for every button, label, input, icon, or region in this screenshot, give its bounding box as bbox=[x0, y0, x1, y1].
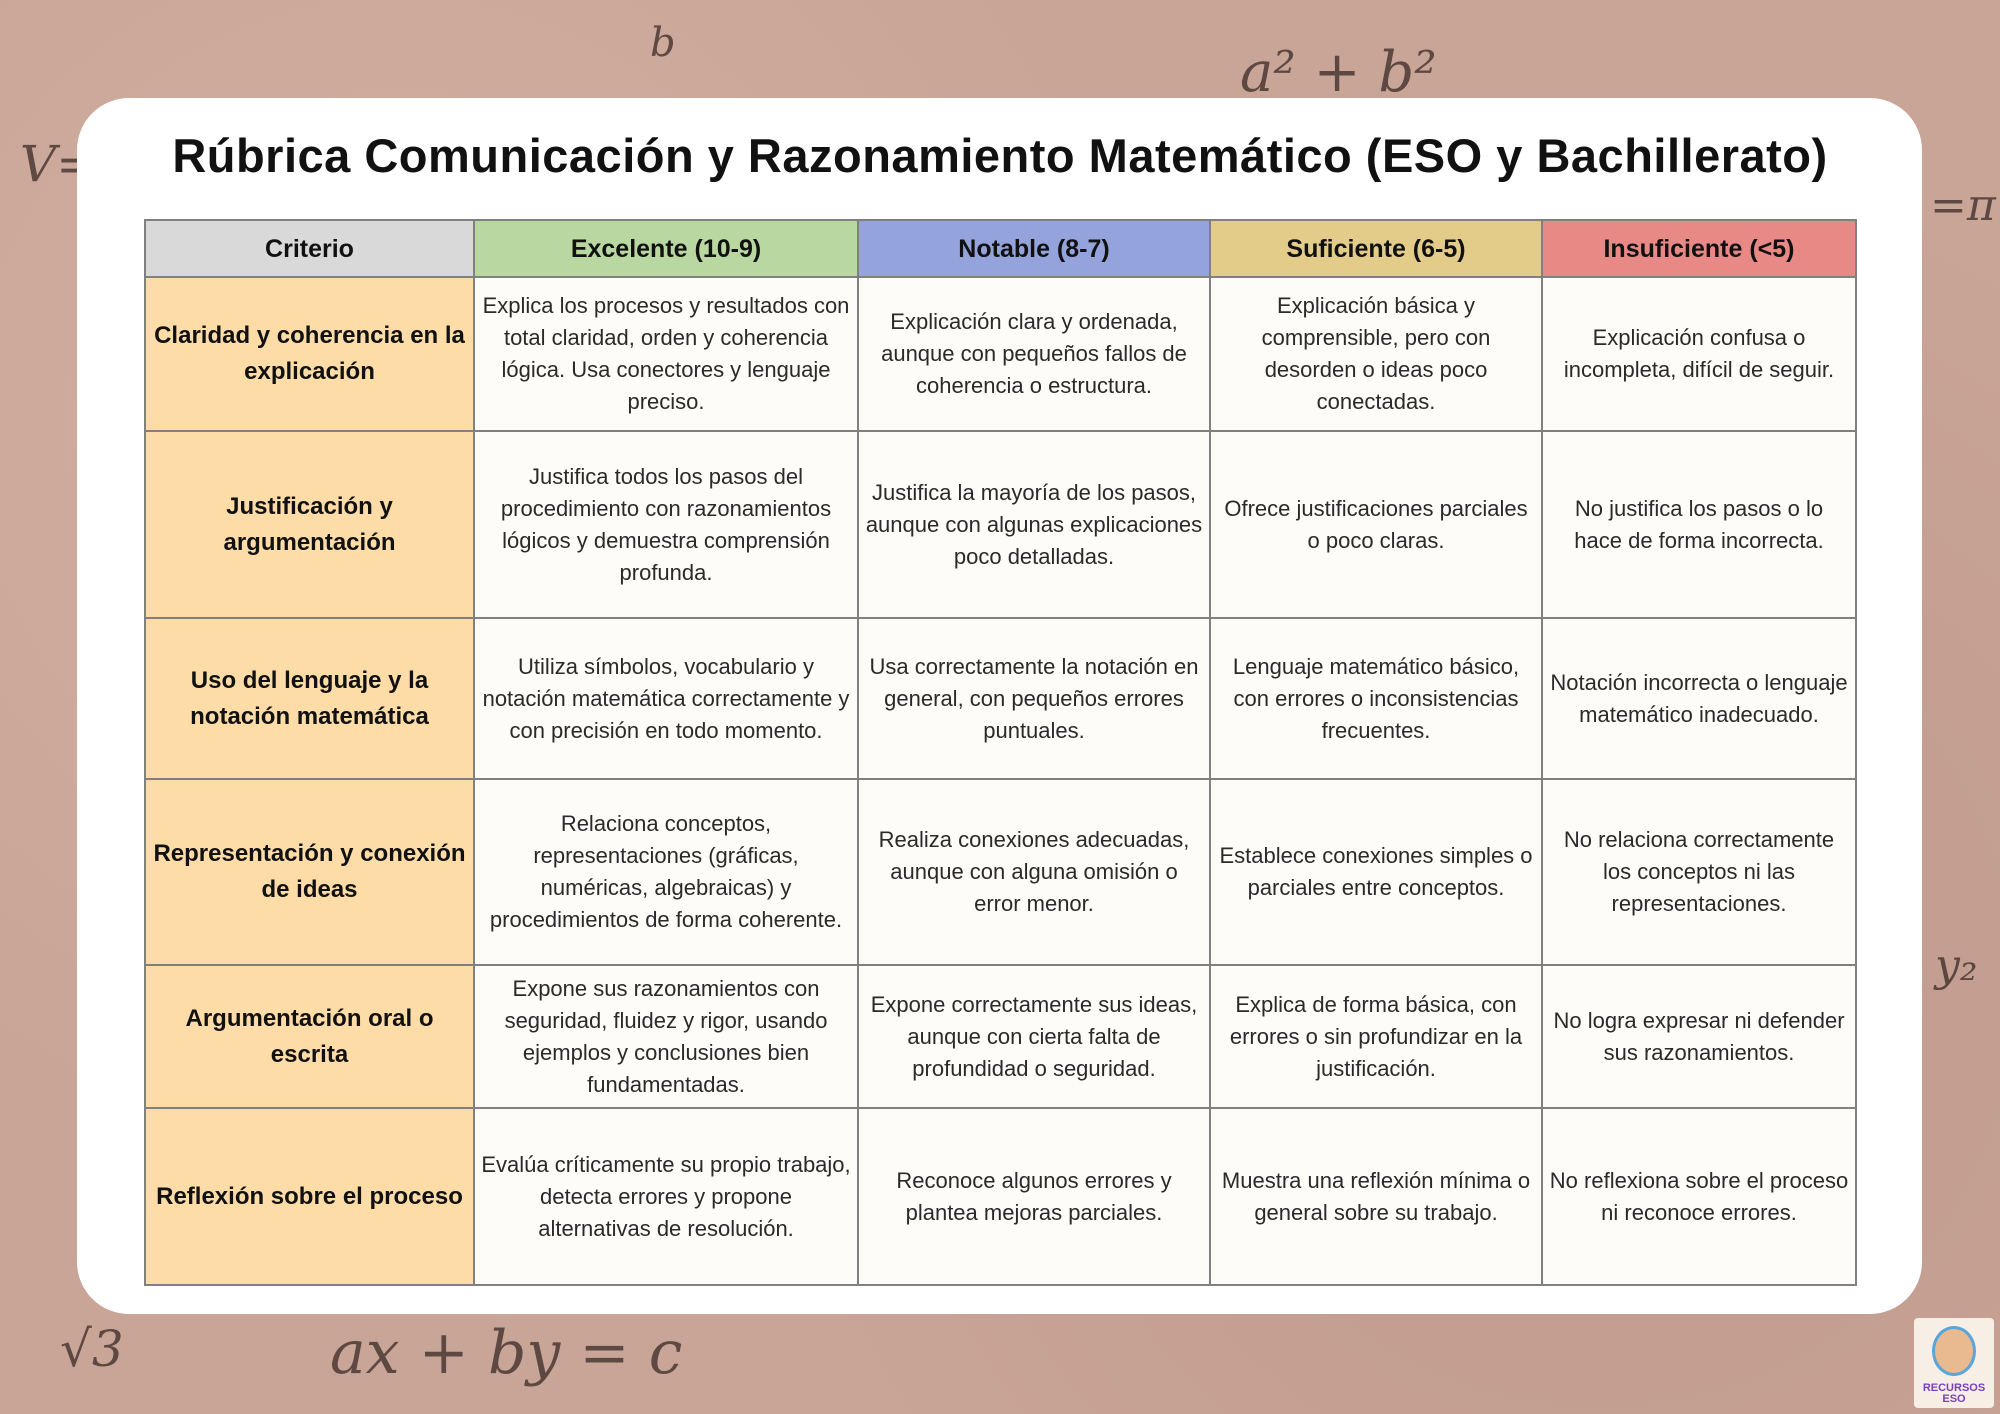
descriptor-cell: Justifica la mayoría de los pasos, aunqu… bbox=[857, 430, 1211, 619]
descriptor-cell: Expone correctamente sus ideas, aunque c… bbox=[857, 964, 1211, 1109]
table-row: Argumentación oral o escrita Expone sus r… bbox=[144, 964, 1857, 1109]
table-row: Representación y conexión de ideas Relaci… bbox=[144, 778, 1857, 966]
page-title: Rúbrica Comunicación y Razonamiento Mate… bbox=[172, 129, 1828, 182]
descriptor-cell: Utiliza símbolos, vocabulario y notación… bbox=[473, 617, 859, 780]
bg-formula: b bbox=[650, 20, 676, 66]
bg-formula: a² + b² bbox=[1240, 40, 1437, 105]
descriptor-cell: Explicación básica y comprensible, pero … bbox=[1209, 276, 1543, 432]
criterion-cell: Representación y conexión de ideas bbox=[144, 778, 475, 966]
descriptor-cell: Notación incorrecta o lenguaje matemátic… bbox=[1541, 617, 1857, 780]
header-suficiente: Suficiente (6-5) bbox=[1209, 219, 1543, 278]
table-row: Claridad y coherencia en la explicación E… bbox=[144, 276, 1857, 432]
descriptor-cell: No justifica los pasos o lo hace de form… bbox=[1541, 430, 1857, 619]
header-excelente: Excelente (10-9) bbox=[473, 219, 859, 278]
table-row: Uso del lenguaje y la notación matemátic… bbox=[144, 617, 1857, 780]
descriptor-cell: No logra expresar ni defender sus razona… bbox=[1541, 964, 1857, 1109]
bg-formula: =π bbox=[1930, 180, 1996, 231]
header-row: Criterio Excelente (10-9) Notable (8-7) Suf… bbox=[144, 219, 1857, 278]
descriptor-cell: Usa correctamente la notación en general… bbox=[857, 617, 1211, 780]
descriptor-cell: Establece conexiones simples o parciales… bbox=[1209, 778, 1543, 966]
bg-formula: √3 bbox=[60, 1320, 124, 1378]
rubric-table: Criterio Excelente (10-9) Notable (8-7) Suf… bbox=[144, 219, 1857, 1286]
descriptor-cell: Explica los procesos y resultados con to… bbox=[473, 276, 859, 432]
descriptor-cell: Reconoce algunos errores y plantea mejor… bbox=[857, 1107, 1211, 1286]
header-notable: Notable (8-7) bbox=[857, 219, 1211, 278]
descriptor-cell: Realiza conexiones adecuadas, aunque con… bbox=[857, 778, 1211, 966]
header-criterio: Criterio bbox=[144, 219, 475, 278]
bg-formula: ax + by = c bbox=[330, 1318, 683, 1388]
recursos-eso-logo: RECURSOS ESO bbox=[1914, 1318, 1994, 1408]
descriptor-cell: Lenguaje matemático básico, con errores … bbox=[1209, 617, 1543, 780]
descriptor-cell: Explicación clara y ordenada, aunque con… bbox=[857, 276, 1211, 432]
criterion-cell: Claridad y coherencia en la explicación bbox=[144, 276, 475, 432]
criterion-cell: Reflexión sobre el proceso bbox=[144, 1107, 475, 1286]
criterion-cell: Uso del lenguaje y la notación matemátic… bbox=[144, 617, 475, 780]
criterion-cell: Justificación y argumentación bbox=[144, 430, 475, 619]
descriptor-cell: Explicación confusa o incompleta, difíci… bbox=[1541, 276, 1857, 432]
descriptor-cell: Ofrece justificaciones parciales o poco … bbox=[1209, 430, 1543, 619]
header-insuficiente: Insuficiente (<5) bbox=[1541, 219, 1857, 278]
descriptor-cell: No relaciona correctamente los conceptos… bbox=[1541, 778, 1857, 966]
descriptor-cell: Explica de forma básica, con errores o s… bbox=[1209, 964, 1543, 1109]
descriptor-cell: Relaciona conceptos, representaciones (g… bbox=[473, 778, 859, 966]
table-row: Reflexión sobre el proceso Evalúa crítica… bbox=[144, 1107, 1857, 1286]
descriptor-cell: Expone sus razonamientos con seguridad, … bbox=[473, 964, 859, 1109]
table-row: Justificación y argumentación Justifica t… bbox=[144, 430, 1857, 619]
descriptor-cell: Justifica todos los pasos del procedimie… bbox=[473, 430, 859, 619]
criterion-cell: Argumentación oral o escrita bbox=[144, 964, 475, 1109]
bg-formula: y₂ bbox=[1935, 940, 1978, 991]
descriptor-cell: Evalúa críticamente su propio trabajo, d… bbox=[473, 1107, 859, 1286]
descriptor-cell: No reflexiona sobre el proceso ni recono… bbox=[1541, 1107, 1857, 1286]
descriptor-cell: Muestra una reflexión mínima o general s… bbox=[1209, 1107, 1543, 1286]
